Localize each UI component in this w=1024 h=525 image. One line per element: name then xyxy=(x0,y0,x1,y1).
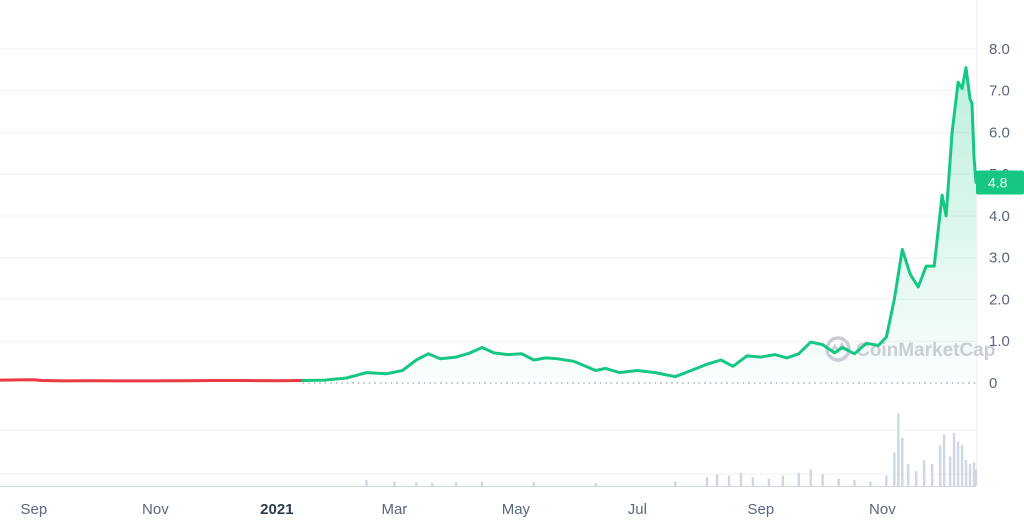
x-tick-label-3: Mar xyxy=(381,501,407,518)
volume-bar-25 xyxy=(901,437,904,486)
volume-bar-7 xyxy=(594,483,597,486)
price-series xyxy=(0,66,978,383)
volume-bar-16 xyxy=(797,472,800,486)
x-tick-label-5: Jul xyxy=(628,501,647,518)
volume-bar-2 xyxy=(415,482,418,486)
volume-bars xyxy=(365,413,978,486)
volume-bar-14 xyxy=(767,478,771,486)
x-tick-label-2: 2021 xyxy=(260,501,293,518)
volume-bar-10 xyxy=(715,474,719,486)
volume-bar-15 xyxy=(781,475,784,486)
volume-bar-0 xyxy=(365,480,368,486)
volume-bar-38 xyxy=(972,462,976,486)
volume-bar-12 xyxy=(739,472,743,486)
volume-bar-23 xyxy=(893,452,896,486)
volume-bar-20 xyxy=(853,480,856,486)
volume-bar-5 xyxy=(480,481,484,486)
y-tick-label-7: 7.0 xyxy=(989,83,1010,100)
current-price-badge: 4.8 xyxy=(976,170,1024,195)
gridlines xyxy=(0,0,977,487)
volume-bar-4 xyxy=(454,482,458,486)
y-tick-label-4: 4.0 xyxy=(989,208,1010,225)
price-area-fill xyxy=(302,67,976,383)
volume-bar-39 xyxy=(974,469,978,486)
volume-bar-35 xyxy=(960,445,964,486)
volume-bar-6 xyxy=(532,482,536,486)
y-tick-label-8: 8.0 xyxy=(989,41,1010,58)
volume-bar-29 xyxy=(930,463,934,486)
y-tick-label-1: 1.0 xyxy=(989,333,1010,350)
volume-bar-28 xyxy=(923,460,926,486)
volume-bar-36 xyxy=(964,460,968,486)
volume-bar-22 xyxy=(885,475,888,486)
volume-bar-17 xyxy=(809,469,812,486)
volume-bar-37 xyxy=(968,463,972,486)
series-line-up xyxy=(301,66,978,382)
volume-bar-18 xyxy=(821,474,824,486)
volume-bar-9 xyxy=(705,477,709,486)
x-tick-label-0: Sep xyxy=(21,501,48,518)
y-tick-label-0: 0 xyxy=(989,375,997,392)
current-price-label: 4.8 xyxy=(988,175,1008,191)
volume-bar-31 xyxy=(942,434,946,486)
volume-bar-1 xyxy=(393,481,396,486)
y-tick-label-3: 3.0 xyxy=(989,250,1010,267)
volume-bar-24 xyxy=(897,413,900,486)
volume-bar-32 xyxy=(948,456,952,486)
volume-bar-11 xyxy=(727,475,731,486)
current-price-badge-bg xyxy=(976,170,1024,195)
volume-bar-27 xyxy=(915,471,918,486)
y-tick-label-6: 6.0 xyxy=(989,124,1010,141)
volume-bar-19 xyxy=(837,478,840,486)
volume-bar-21 xyxy=(869,481,872,486)
volume-bar-13 xyxy=(751,477,755,486)
x-tick-label-7: Nov xyxy=(869,501,896,518)
series-line-down xyxy=(0,378,305,383)
watermark-text: CoinMarketCap xyxy=(856,340,995,361)
volume-bar-8 xyxy=(674,481,677,486)
volume-bar-34 xyxy=(956,441,960,486)
volume-bar-33 xyxy=(952,432,956,486)
x-tick-label-4: May xyxy=(502,501,531,518)
volume-bar-30 xyxy=(938,445,942,486)
x-tick-label-1: Nov xyxy=(142,501,169,518)
volume-bar-3 xyxy=(431,483,434,486)
y-axis: 01.02.03.04.05.06.07.08.0 xyxy=(989,41,1010,392)
y-tick-label-2: 2.0 xyxy=(989,291,1010,308)
x-axis: Sep Nov 2021 Mar May Jul Sep Nov xyxy=(21,501,897,518)
x-tick-label-6: Sep xyxy=(748,501,775,518)
volume-bar-26 xyxy=(907,463,910,486)
